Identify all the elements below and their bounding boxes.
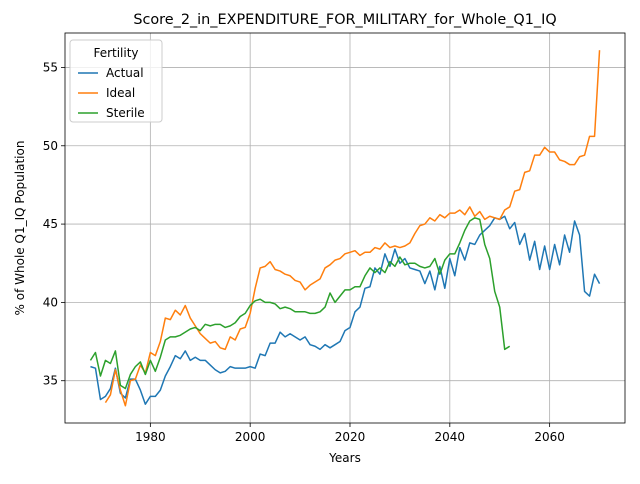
- x-tick-label: 2060: [534, 430, 565, 444]
- x-tick-label: 1980: [135, 430, 166, 444]
- legend-title: Fertility: [93, 46, 138, 60]
- y-axis-label: % of Whole Q1_IQ Population: [13, 141, 27, 316]
- y-tick-label: 50: [43, 139, 58, 153]
- x-axis-label: Years: [328, 451, 361, 465]
- legend-label: Sterile: [106, 106, 145, 120]
- line-series: [104, 50, 601, 407]
- y-tick-label: 40: [43, 295, 58, 309]
- legend-label: Ideal: [106, 86, 135, 100]
- legend-box: [69, 39, 163, 123]
- x-tick-label: 2000: [235, 430, 266, 444]
- y-tick-label: 45: [43, 217, 58, 231]
- line-series: [89, 217, 511, 390]
- y-tick-label: 55: [43, 60, 58, 74]
- legend-label: Actual: [106, 66, 144, 80]
- chart-title: Score_2_in_EXPENDITURE_FOR_MILITARY_for_…: [133, 12, 556, 28]
- line-series: [90, 215, 601, 405]
- x-tick-label: 2040: [435, 430, 466, 444]
- y-tick-label: 35: [43, 374, 58, 388]
- plot-frame: [64, 32, 626, 424]
- legend: Fertility Actual Ideal Sterile: [69, 39, 163, 123]
- x-tick-label: 2020: [335, 430, 366, 444]
